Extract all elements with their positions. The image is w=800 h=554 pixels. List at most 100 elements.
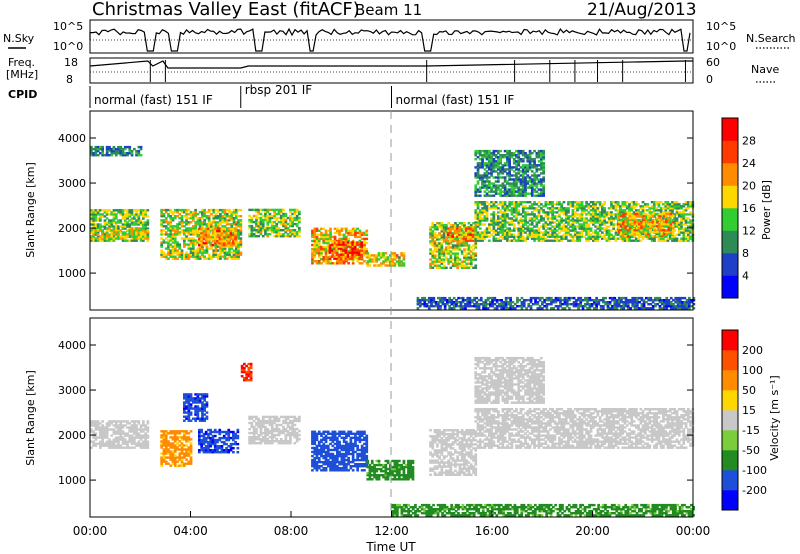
echo-cell xyxy=(204,233,208,237)
echo-cell xyxy=(617,214,621,218)
echo-cell xyxy=(180,215,184,218)
echo-cell xyxy=(229,229,233,233)
echo-cell xyxy=(135,219,138,222)
echo-cell xyxy=(225,235,228,239)
echo-cell xyxy=(427,296,431,300)
echo-cell xyxy=(458,244,462,247)
echo-cell xyxy=(121,154,125,157)
echo-cell xyxy=(220,233,224,237)
echo-cell xyxy=(599,299,603,302)
echo-cell xyxy=(554,299,558,302)
echo-cell xyxy=(603,207,606,210)
echo-cell xyxy=(485,184,489,187)
echo-cell xyxy=(207,225,211,228)
echo-cell xyxy=(270,226,274,230)
echo-cell xyxy=(449,229,452,232)
echo-cell xyxy=(99,152,102,155)
echo-cell xyxy=(579,299,583,302)
echo-cell xyxy=(563,301,567,304)
echo-cell xyxy=(521,223,525,226)
echo-cell xyxy=(133,231,136,234)
echo-cell xyxy=(212,255,216,258)
echo-cell xyxy=(540,194,543,197)
echo-cell xyxy=(433,226,437,229)
echo-cell xyxy=(610,217,613,220)
echo-cell xyxy=(551,219,554,222)
echo-cell xyxy=(540,158,543,161)
echo-cell xyxy=(476,180,480,183)
echo-cell xyxy=(453,229,457,232)
echo-cell xyxy=(146,239,150,242)
echo-cell xyxy=(222,240,226,243)
echo-cell xyxy=(230,257,234,260)
echo-cell xyxy=(210,208,213,212)
echo-cell xyxy=(317,260,321,263)
echo-cell xyxy=(273,208,276,212)
echo-cell xyxy=(551,211,554,214)
echo-cell xyxy=(481,154,484,157)
echo-cell xyxy=(331,239,335,243)
echo-cell xyxy=(210,225,213,228)
echo-cell xyxy=(614,217,618,220)
echo-cell xyxy=(425,305,429,308)
echo-cell xyxy=(94,147,98,151)
echo-cell xyxy=(207,233,210,237)
echo-cell xyxy=(220,227,224,231)
echo-cell xyxy=(559,303,562,306)
echo-cell xyxy=(622,212,625,216)
echo-cell xyxy=(476,233,480,236)
echo-cell xyxy=(628,205,631,208)
echo-cell xyxy=(537,149,541,153)
echo-cell xyxy=(187,253,191,256)
echo-cell xyxy=(221,225,225,228)
echo-cell xyxy=(324,253,328,257)
echo-cell xyxy=(266,218,270,222)
echo-cell xyxy=(169,255,173,258)
echo-cell xyxy=(187,247,191,250)
echo-cell xyxy=(207,229,210,233)
echo-cell xyxy=(218,238,222,241)
echo-cell xyxy=(213,244,217,247)
echo-cell xyxy=(196,241,200,244)
echo-cell xyxy=(478,209,482,212)
echo-cell xyxy=(650,207,654,210)
echo-cell xyxy=(90,229,93,232)
echo-cell xyxy=(499,221,502,224)
echo-cell xyxy=(610,203,613,206)
echo-cell xyxy=(358,256,362,259)
echo-cell xyxy=(521,227,525,230)
echo-cell xyxy=(433,242,437,245)
echo-cell xyxy=(580,215,584,218)
echo-cell xyxy=(433,250,437,253)
echo-cell xyxy=(209,238,212,241)
echo-cell xyxy=(94,227,98,230)
echo-cell xyxy=(198,255,202,258)
echo-cell xyxy=(105,147,109,151)
echo-cell xyxy=(315,262,319,265)
echo-cell xyxy=(351,241,354,244)
echo-cell xyxy=(475,303,479,306)
echo-cell xyxy=(657,231,661,234)
echo-cell xyxy=(142,209,145,212)
echo-cell xyxy=(533,160,536,163)
echo-cell xyxy=(266,210,270,214)
echo-cell xyxy=(458,227,461,230)
echo-cell xyxy=(605,215,609,218)
echo-cell xyxy=(443,307,447,310)
echo-cell xyxy=(519,231,523,234)
echo-cell xyxy=(648,209,652,212)
echo-cell xyxy=(503,233,507,236)
echo-cell xyxy=(598,213,602,216)
echo-cell xyxy=(135,154,138,157)
echo-cell xyxy=(345,231,348,235)
echo-cell xyxy=(573,221,577,224)
echo-cell xyxy=(528,219,532,222)
echo-cell xyxy=(375,264,379,267)
freq-label-2: [MHz] xyxy=(6,68,38,81)
echo-cell xyxy=(551,225,554,228)
echo-cell xyxy=(510,192,514,195)
echo-cell xyxy=(664,225,668,228)
echo-cell xyxy=(340,239,344,243)
echo-cell xyxy=(519,190,523,193)
echo-cell xyxy=(363,233,366,237)
